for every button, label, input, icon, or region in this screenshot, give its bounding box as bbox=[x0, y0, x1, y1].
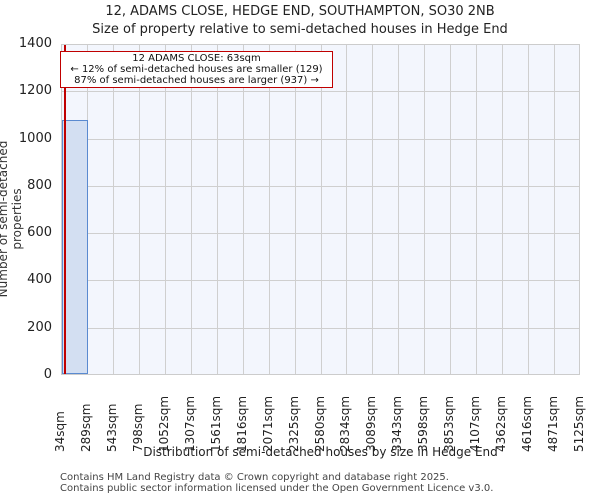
grid-line-vertical bbox=[294, 45, 296, 374]
grid-line-vertical bbox=[346, 45, 348, 374]
y-tick-label: 600 bbox=[27, 225, 52, 241]
x-axis-label: Distribution of semi-detached houses by … bbox=[143, 445, 498, 459]
x-tick-label: 4616sqm bbox=[520, 395, 535, 452]
grid-line-vertical bbox=[528, 45, 530, 374]
grid-line-horizontal bbox=[62, 138, 579, 140]
grid-line-vertical bbox=[476, 45, 478, 374]
x-tick-label: 1307sqm bbox=[182, 395, 197, 452]
grid-line-vertical bbox=[112, 45, 114, 374]
grid-line-vertical bbox=[138, 45, 140, 374]
y-tick-label: 1000 bbox=[18, 130, 52, 146]
annotation-smaller: ← 12% of semi-detached houses are smalle… bbox=[70, 64, 323, 75]
chart-title: 12, ADAMS CLOSE, HEDGE END, SOUTHAMPTON,… bbox=[105, 4, 495, 19]
grid-line-horizontal bbox=[62, 91, 579, 93]
x-tick-label: 2580sqm bbox=[312, 395, 327, 452]
x-tick-label: 798sqm bbox=[130, 403, 145, 452]
grid-line-vertical bbox=[216, 45, 218, 374]
x-tick-label: 4871sqm bbox=[546, 395, 561, 452]
x-tick-label: 4362sqm bbox=[494, 395, 509, 452]
grid-line-vertical bbox=[424, 45, 426, 374]
grid-line-horizontal bbox=[62, 280, 579, 282]
grid-line-vertical bbox=[554, 45, 556, 374]
y-tick-label: 400 bbox=[27, 272, 52, 288]
x-tick-label: 1052sqm bbox=[156, 395, 171, 452]
x-tick-label: 3598sqm bbox=[416, 395, 431, 452]
footer-licence: Contains public sector information licen… bbox=[60, 483, 494, 494]
property-annotation: 12 ADAMS CLOSE: 63sqm ← 12% of semi-deta… bbox=[60, 51, 333, 88]
grid-line-horizontal bbox=[62, 327, 579, 329]
grid-line-horizontal bbox=[62, 185, 579, 187]
grid-line-vertical bbox=[190, 45, 192, 374]
grid-line-vertical bbox=[320, 45, 322, 374]
y-tick-label: 200 bbox=[27, 319, 52, 335]
x-tick-label: 289sqm bbox=[78, 403, 93, 452]
x-tick-label: 3853sqm bbox=[442, 395, 457, 452]
histogram-bar bbox=[62, 119, 89, 374]
grid-line-vertical bbox=[450, 45, 452, 374]
x-tick-label: 4107sqm bbox=[468, 395, 483, 452]
plot-area bbox=[61, 44, 580, 375]
x-tick-label: 2325sqm bbox=[286, 395, 301, 452]
x-tick-label: 3343sqm bbox=[390, 395, 405, 452]
grid-line-vertical bbox=[268, 45, 270, 374]
x-tick-label: 2071sqm bbox=[260, 395, 275, 452]
x-tick-label: 2834sqm bbox=[338, 395, 353, 452]
y-tick-label: 1400 bbox=[18, 36, 52, 51]
grid-line-vertical bbox=[242, 45, 244, 374]
x-tick-label: 1816sqm bbox=[234, 395, 249, 452]
footer-copyright: Contains HM Land Registry data © Crown c… bbox=[60, 472, 449, 483]
grid-line-vertical bbox=[164, 45, 166, 374]
y-tick-label: 0 bbox=[43, 367, 52, 382]
grid-line-vertical bbox=[398, 45, 400, 374]
x-tick-label: 34sqm bbox=[53, 411, 67, 452]
x-tick-label: 5125sqm bbox=[572, 395, 586, 452]
chart-subtitle: Size of property relative to semi-detach… bbox=[92, 22, 508, 37]
x-tick-label: 3089sqm bbox=[364, 395, 379, 452]
x-tick-label: 543sqm bbox=[104, 403, 119, 452]
grid-line-vertical bbox=[372, 45, 374, 374]
grid-line-vertical bbox=[502, 45, 504, 374]
y-tick-label: 800 bbox=[27, 177, 52, 193]
y-tick-label: 1200 bbox=[18, 83, 52, 99]
annotation-title: 12 ADAMS CLOSE: 63sqm bbox=[132, 53, 261, 64]
property-marker-line bbox=[64, 45, 66, 374]
grid-line-horizontal bbox=[62, 233, 579, 235]
annotation-larger: 87% of semi-detached houses are larger (… bbox=[74, 75, 319, 86]
x-tick-label: 1561sqm bbox=[208, 395, 223, 452]
